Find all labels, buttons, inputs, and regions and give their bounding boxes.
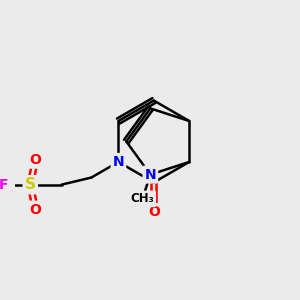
Text: N: N: [112, 155, 124, 169]
Text: O: O: [148, 205, 160, 219]
Text: CH₃: CH₃: [130, 192, 154, 206]
Text: O: O: [29, 203, 41, 217]
Text: O: O: [29, 153, 41, 167]
Text: S: S: [25, 177, 36, 192]
Text: F: F: [0, 178, 8, 192]
Text: N: N: [145, 168, 156, 182]
